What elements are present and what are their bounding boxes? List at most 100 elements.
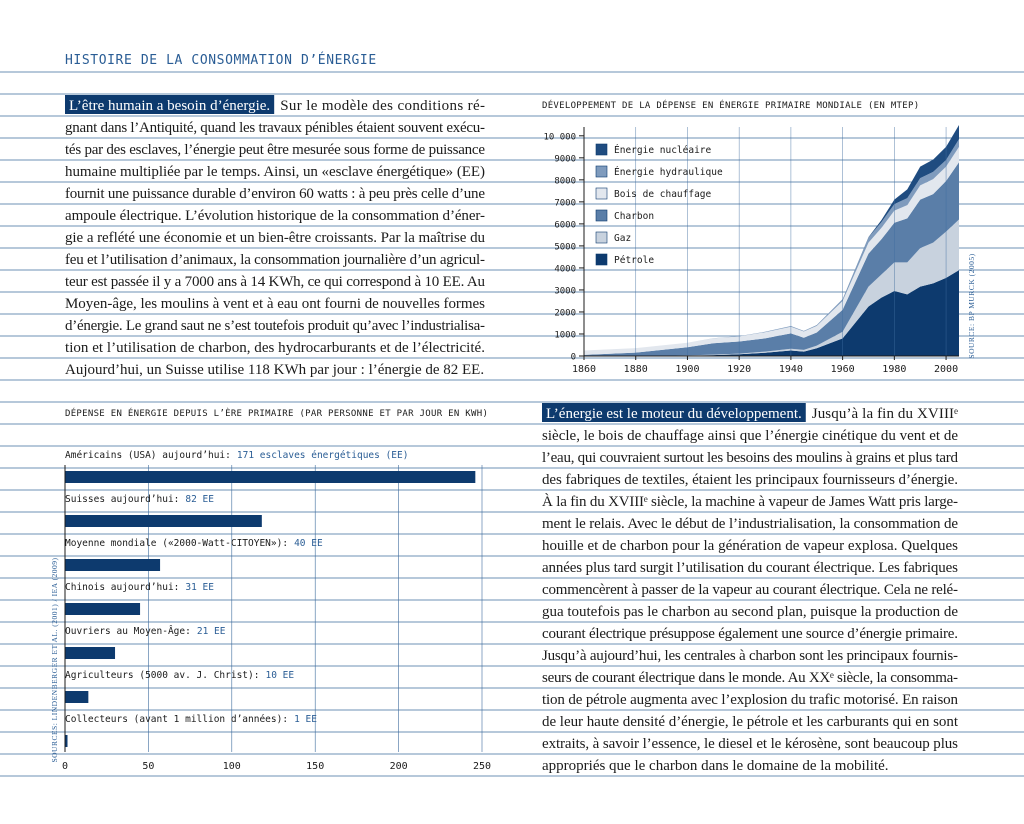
x-tick-label: 1980 bbox=[882, 364, 906, 375]
body-line: houille et de charbon pour la génération… bbox=[542, 538, 958, 554]
body-line: d’énergie. Le grand saut ne s’est toutef… bbox=[65, 318, 485, 334]
body-line: courant électrique présuppose également … bbox=[542, 626, 958, 642]
bar bbox=[65, 471, 476, 483]
body-line: des fabriques de textiles, étaient les p… bbox=[542, 472, 958, 488]
y-tick-label: 5000 bbox=[554, 242, 576, 252]
bar bbox=[65, 603, 141, 615]
legend-swatch bbox=[595, 187, 608, 200]
y-tick-label: 6000 bbox=[554, 220, 576, 230]
x-tick-label: 1920 bbox=[727, 364, 751, 375]
body-line: extraits, à savoir l’essence, le diesel … bbox=[542, 736, 958, 752]
body-line: gie a reflété une économie et un bien-êt… bbox=[65, 230, 486, 246]
source-note: SOURCES: LINDENBERGER ET AL. (2001) / IE… bbox=[50, 557, 59, 762]
y-tick-label: 1000 bbox=[554, 330, 576, 340]
x-tick-label: 150 bbox=[306, 761, 324, 772]
body-line: tés par des esclaves, l’énergie peut êtr… bbox=[65, 142, 485, 158]
x-tick-label: 2000 bbox=[934, 364, 958, 375]
legend-label: Énergie hydraulique bbox=[614, 166, 723, 178]
category-label: Collecteurs (avant 1 million d’années): bbox=[65, 714, 288, 725]
annotation: 21 EE bbox=[197, 626, 226, 637]
body-line: gua toutefois pas le charbon au second p… bbox=[542, 604, 958, 620]
lead-text: L’être humain a besoin d’énergie. bbox=[69, 98, 270, 114]
x-tick-label: 1860 bbox=[572, 364, 596, 375]
body-line: siècle, le bois de chauffage ainsi que l… bbox=[542, 428, 958, 444]
body-line: tion de pétrole augmenta avec l’explosio… bbox=[542, 692, 959, 708]
body-line: Jusqu’à aujourd’hui, les centrales à cha… bbox=[542, 648, 958, 664]
legend-swatch bbox=[595, 165, 608, 178]
x-tick-label: 1960 bbox=[831, 364, 855, 375]
annotation: 1 EE bbox=[294, 714, 317, 725]
y-tick-label: 4000 bbox=[554, 264, 576, 274]
body-line: Sur le modèle des conditions ré- bbox=[280, 98, 485, 114]
body-line: Aujourd’hui, un Suisse utilise 118 KWh p… bbox=[65, 362, 484, 378]
x-tick-label: 50 bbox=[142, 761, 154, 772]
body-line: seurs de courant électrique dans le mond… bbox=[542, 670, 958, 686]
bar bbox=[65, 647, 116, 659]
body-line: tion et l’utilisation de charbon, des hy… bbox=[65, 340, 485, 356]
body-line: commencèrent à passer de la vapeur au co… bbox=[542, 582, 958, 598]
body-line: feu et l’utilisation d’animaux, la conso… bbox=[65, 252, 485, 268]
legend-swatch bbox=[595, 231, 608, 244]
bar bbox=[65, 691, 89, 703]
lead-box bbox=[65, 95, 275, 114]
category-label: Américains (USA) aujourd’hui: bbox=[65, 450, 231, 461]
chart-title: DÉPENSE EN ÉNERGIE DEPUIS L’ÈRE PRIMAIRE… bbox=[65, 407, 488, 419]
category-label: Moyenne mondiale («2000-Watt-CITOYEN»): bbox=[65, 538, 288, 549]
source-note: SOURCE: BP MURCK (2005) bbox=[967, 253, 976, 358]
legend-label: Gaz bbox=[614, 233, 631, 244]
annotation: 82 EE bbox=[185, 494, 214, 505]
chart-title: DÉVELOPPEMENT DE LA DÉPENSE EN ÉNERGIE P… bbox=[542, 99, 919, 111]
area-band bbox=[584, 219, 959, 356]
body-line: de leur haute densité d’énergie, le pétr… bbox=[542, 714, 959, 730]
y-tick-label: 7000 bbox=[554, 198, 576, 208]
body-line: Jusqu’à la fin du XVIIIᵉ bbox=[812, 406, 958, 422]
annotation: 171 esclaves énergétiques (EE) bbox=[237, 450, 409, 461]
body-line: appropriés que le charbon dans le domain… bbox=[542, 758, 889, 774]
category-label: Chinois aujourd’hui: bbox=[65, 582, 179, 593]
body-line: ampoule électrique. L’évolution historiq… bbox=[65, 208, 485, 224]
y-tick-label: 0 bbox=[571, 353, 576, 363]
category-label: Agriculteurs (5000 av. J. Christ): bbox=[65, 670, 259, 681]
body-line: fournit une puissance durable d’environ … bbox=[65, 186, 485, 202]
x-tick-label: 250 bbox=[473, 761, 491, 772]
legend-swatch bbox=[595, 209, 608, 222]
bar bbox=[65, 735, 68, 747]
x-tick-label: 1900 bbox=[675, 364, 699, 375]
body-line: À la fin du XVIIIᵉ siècle, la machine à … bbox=[542, 493, 958, 510]
lead-text: L’énergie est le moteur du développement… bbox=[546, 406, 802, 422]
y-tick-label: 2000 bbox=[554, 308, 576, 318]
body-line: ment le relais. Avec le début de l’indus… bbox=[542, 516, 958, 532]
annotation: 31 EE bbox=[185, 582, 214, 593]
x-tick-label: 0 bbox=[62, 761, 68, 772]
legend-label: Énergie nucléaire bbox=[614, 144, 712, 156]
body-line: teur est passée il y a 7000 ans à 14 KWh… bbox=[65, 274, 486, 290]
y-tick-label: 3000 bbox=[554, 286, 576, 296]
legend-swatch bbox=[595, 143, 608, 156]
annotation: 10 EE bbox=[265, 670, 294, 681]
page-title: HISTOIRE DE LA CONSOMMATION D’ÉNERGIE bbox=[65, 52, 377, 68]
x-tick-label: 200 bbox=[390, 761, 408, 772]
x-tick-label: 100 bbox=[223, 761, 241, 772]
category-label: Suisses aujourd’hui: bbox=[65, 494, 179, 505]
y-tick-label: 9000 bbox=[554, 154, 576, 164]
bar bbox=[65, 515, 262, 527]
x-tick-label: 1880 bbox=[624, 364, 648, 375]
x-tick-label: 1940 bbox=[779, 364, 803, 375]
body-line: Moyen-âge, les moulins à vent et à eau o… bbox=[65, 296, 485, 312]
area-band bbox=[584, 162, 959, 356]
body-line: gnant dans l’Antiquité, quand les travau… bbox=[65, 120, 485, 136]
legend-label: Bois de chauffage bbox=[614, 189, 712, 200]
body-line: l’eau, qui couvraient surtout les besoin… bbox=[542, 450, 959, 466]
category-label: Ouvriers au Moyen-Âge: bbox=[65, 625, 191, 637]
annotation: 40 EE bbox=[294, 538, 323, 549]
legend-label: Pétrole bbox=[614, 255, 654, 266]
body-line: années plus tard surgit l’utilisation du… bbox=[542, 560, 958, 576]
y-tick-label: 8000 bbox=[554, 176, 576, 186]
area-band bbox=[584, 270, 959, 356]
body-line: humaine multipliée par le temps. Ainsi, … bbox=[65, 164, 485, 180]
legend-swatch bbox=[595, 253, 608, 266]
y-tick-label: 10 000 bbox=[543, 132, 576, 142]
legend-label: Charbon bbox=[614, 211, 654, 222]
